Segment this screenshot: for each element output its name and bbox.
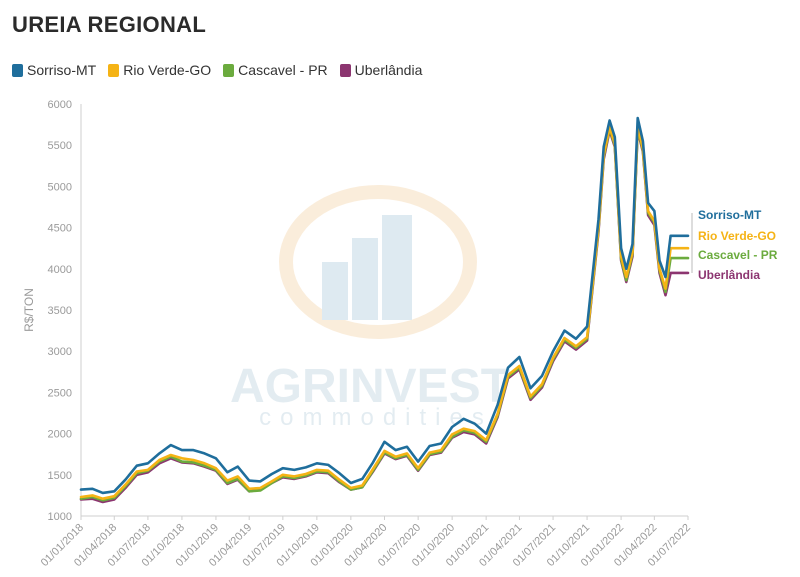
watermark-sub: commodities: [259, 404, 493, 431]
y-tick-label: 3000: [48, 346, 72, 358]
end-label-sorriso: Sorriso-MT: [698, 208, 762, 222]
legend-item-uberlandia[interactable]: Uberlândia: [339, 62, 423, 78]
y-tick-label: 6000: [48, 99, 72, 111]
y-tick-label: 2000: [48, 429, 72, 441]
watermark-logo-ring: [279, 185, 477, 339]
legend-swatch-cascavel: [223, 63, 235, 77]
end-label-cascavel: Cascavel - PR: [698, 248, 778, 262]
watermark-logo-bar-3: [382, 215, 412, 320]
end-labels: Sorriso-MT Rio Verde-GO Cascavel - PR Uberl…: [698, 208, 778, 282]
y-axis-ticks: 1000 1500 2000 2500 3000 3500 4000 4500 5000 5500…: [48, 99, 72, 523]
y-tick-label: 2500: [48, 387, 72, 399]
legend-swatch-uberlandia: [339, 63, 351, 77]
series-line-rio_verde[interactable]: [79, 124, 690, 501]
legend-label-cascavel: Cascavel - PR: [238, 62, 328, 78]
x-axis-ticks: 01/01/201801/04/201801/07/201801/10/2018…: [39, 516, 693, 569]
y-tick-label: 5000: [48, 181, 72, 193]
series-lines: [79, 116, 690, 504]
legend-swatch-sorriso: [12, 63, 23, 77]
chart-legend: Sorriso-MT Rio Verde-GO Cascavel - PR Ub…: [12, 62, 422, 78]
end-label-uberlandia: Uberlândia: [698, 268, 760, 282]
legend-item-cascavel[interactable]: Cascavel - PR: [223, 62, 328, 78]
y-axis-title: R$/TON: [22, 288, 36, 332]
watermark-logo-bar-1: [322, 262, 348, 320]
legend-item-sorriso[interactable]: Sorriso-MT: [12, 62, 96, 78]
y-tick-label: 4000: [48, 264, 72, 276]
legend-label-uberlandia: Uberlândia: [354, 62, 423, 78]
y-tick-label: 1500: [48, 470, 72, 482]
series-line-sorriso[interactable]: [79, 116, 690, 495]
legend-label-rio-verde: Rio Verde-GO: [123, 62, 212, 78]
end-label-rio_verde: Rio Verde-GO: [698, 229, 776, 243]
y-tick-label: 1000: [48, 511, 72, 523]
y-tick-label: 4500: [48, 223, 72, 235]
legend-item-rio-verde[interactable]: Rio Verde-GO: [108, 62, 211, 78]
agrinvest-watermark: AGRINVEST commodities: [230, 185, 510, 431]
chart-title: UREIA REGIONAL: [12, 12, 207, 37]
y-tick-label: 3500: [48, 305, 72, 317]
y-tick-label: 5500: [48, 140, 72, 152]
watermark-brand: AGRINVEST: [230, 360, 510, 413]
legend-label-sorriso: Sorriso-MT: [27, 62, 97, 78]
legend-swatch-rio-verde: [108, 63, 120, 77]
watermark-logo-bar-2: [352, 238, 378, 320]
